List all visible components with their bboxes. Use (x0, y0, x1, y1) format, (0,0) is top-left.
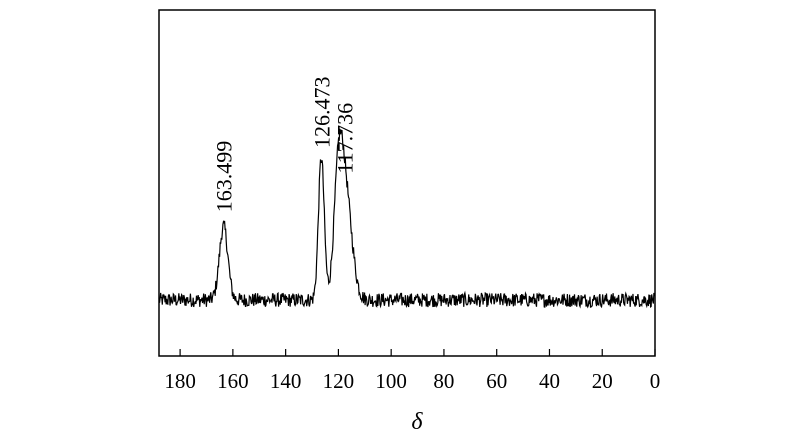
peak-label: 163.499 (212, 141, 237, 213)
x-tick-label: 140 (270, 369, 302, 393)
x-axis-title: δ (411, 409, 423, 435)
x-ticks: 180 160 140 120 100 80 60 40 20 0 (164, 349, 660, 393)
x-tick-label: 120 (323, 369, 355, 393)
peak-label: 117.736 (332, 103, 357, 174)
x-tick-label: 20 (592, 369, 613, 393)
x-tick-label: 180 (164, 369, 196, 393)
spectrum-line (158, 128, 656, 309)
peak-label: 126.473 (309, 77, 334, 149)
x-tick-label: 100 (375, 369, 407, 393)
x-tick-label: 160 (217, 369, 249, 393)
x-tick-label: 60 (486, 369, 507, 393)
x-tick-label: 40 (539, 369, 560, 393)
x-tick-label: 0 (650, 369, 661, 393)
x-tick-label: 80 (433, 369, 454, 393)
plot-frame (158, 9, 656, 357)
plot-area: 180 160 140 120 100 80 60 40 20 0 163.499126.4731… (158, 9, 660, 393)
